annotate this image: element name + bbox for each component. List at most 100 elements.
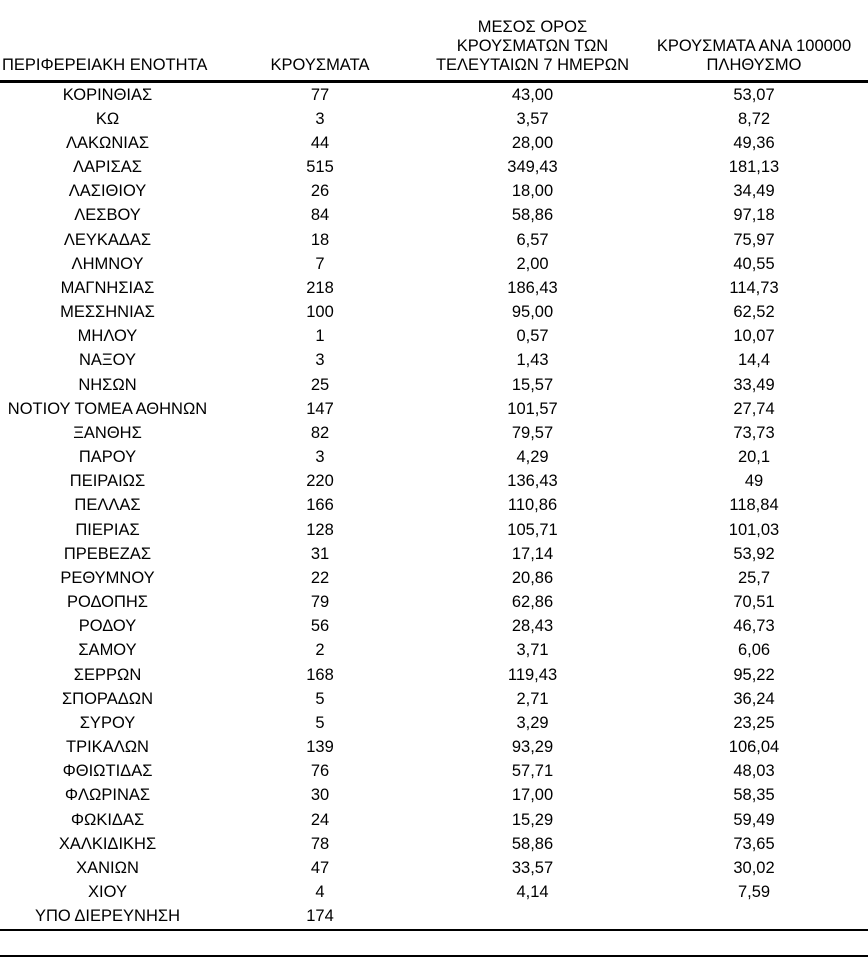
cell-region: ΠΕΙΡΑΙΩΣ	[69, 472, 146, 491]
cell-avg7days: 2,71	[516, 689, 549, 708]
cell-per100k: 10,07	[733, 327, 775, 346]
cell-per100k: 6,06	[737, 641, 771, 660]
cell-cases: 168	[306, 665, 334, 684]
cell-avg7days: 95,00	[511, 303, 554, 322]
cell-avg7days: 28,43	[511, 617, 554, 636]
cell-cases: 18	[310, 230, 330, 249]
cell-cases: 2	[315, 641, 325, 660]
cell-region: ΦΩΚΙΔΑΣ	[70, 810, 145, 829]
cell-cases: 77	[310, 85, 330, 104]
header-row: ΠΕΡΙΦΕΡΕΙΑΚΗ ΕΝΟΤΗΤΑ ΚΡΟΥΣΜΑΤΑ ΜΕΣΟΣ ΟΡΟ…	[0, 0, 868, 83]
table-row: ΣΠΟΡΑΔΩΝ 5 2,71 36,24	[0, 687, 868, 711]
table-row: ΦΘΙΩΤΙΔΑΣ 76 57,71 48,03	[0, 759, 868, 783]
cell-region: ΡΟΔΟΥ	[78, 617, 137, 636]
cell-per100k: 106,04	[728, 738, 780, 757]
cell-region: ΝΟΤΙΟΥ ΤΟΜΕΑ ΑΘΗΝΩΝ	[7, 399, 208, 418]
cell-per100k: 62,52	[733, 303, 775, 322]
cell-avg7days: 20,86	[511, 568, 554, 587]
cell-region: ΤΡΙΚΑΛΩΝ	[66, 738, 149, 757]
cell-cases: 166	[306, 496, 334, 515]
cell-per100k: 58,35	[733, 786, 775, 805]
cell-per100k: 73,73	[733, 423, 775, 442]
cell-region: ΠΙΕΡΙΑΣ	[75, 520, 140, 539]
cell-region: ΠΡΕΒΕΖΑΣ	[63, 544, 152, 563]
cell-per100k: 101,03	[728, 520, 780, 539]
cell-cases: 76	[310, 762, 330, 781]
table-row: ΦΩΚΙΔΑΣ 24 15,29 59,49	[0, 808, 868, 832]
table-row: ΝΟΤΙΟΥ ΤΟΜΕΑ ΑΘΗΝΩΝ 147 101,57 27,74	[0, 397, 868, 421]
table-row: ΚΩ 3 3,57 8,72	[0, 107, 868, 131]
cell-avg7days: 57,71	[511, 762, 554, 781]
table-row: ΤΡΙΚΑΛΩΝ 139 93,29 106,04	[0, 735, 868, 759]
cell-region: ΠΕΛΛΑΣ	[74, 496, 141, 515]
cell-cases: 25	[310, 375, 330, 394]
table-row: ΡΟΔΟΥ 56 28,43 46,73	[0, 614, 868, 638]
cell-avg7days: 6,57	[516, 230, 549, 249]
table-row: ΡΕΘΥΜΝΟΥ 22 20,86 25,7	[0, 566, 868, 590]
cell-cases: 4	[315, 883, 325, 902]
cell-avg7days: 186,43	[507, 278, 558, 297]
cell-region: ΛΑΡΙΣΑΣ	[72, 158, 143, 177]
cell-per100k: 49,36	[733, 133, 775, 152]
cell-avg7days: 101,57	[507, 399, 558, 418]
cell-avg7days: 15,57	[511, 375, 554, 394]
cell-per100k: 181,13	[728, 158, 780, 177]
cell-avg7days: 349,43	[507, 158, 558, 177]
table-row: ΝΑΞΟΥ 3 1,43 14,4	[0, 348, 868, 372]
cell-cases: 3	[315, 448, 325, 467]
cell-per100k: 49	[744, 472, 764, 491]
table-row: ΠΕΛΛΑΣ 166 110,86 118,84	[0, 493, 868, 517]
cell-avg7days: 58,86	[511, 206, 554, 225]
cell-region: ΝΗΣΩΝ	[78, 375, 137, 394]
table-row: ΠΕΙΡΑΙΩΣ 220 136,43 49	[0, 469, 868, 493]
cell-cases: 174	[306, 907, 334, 926]
table-row: ΣΥΡΟΥ 5 3,29 23,25	[0, 711, 868, 735]
cell-cases: 84	[310, 206, 330, 225]
cell-region: ΡΟΔΟΠΗΣ	[66, 593, 149, 612]
table-row: ΣΕΡΡΩΝ 168 119,43 95,22	[0, 663, 868, 687]
cell-cases: 7	[315, 254, 325, 273]
cell-region: ΥΠΟ ΔΙΕΡΕΥΝΗΣΗ	[34, 907, 180, 926]
table-body: ΚΟΡΙΝΘΙΑΣ 77 43,00 53,07 ΚΩ 3 3,57 8,72 ΛΑΚΩΝΙΑΣ…	[0, 81, 868, 930]
cell-per100k: 59,49	[733, 810, 775, 829]
cell-avg7days: 79,57	[511, 423, 554, 442]
cell-per100k: 33,49	[733, 375, 775, 394]
cell-region: ΧΑΝΙΩΝ	[76, 859, 139, 877]
cell-per100k: 7,59	[737, 883, 771, 902]
table-row: ΜΕΣΣΗΝΙΑΣ 100 95,00 62,52	[0, 300, 868, 324]
cell-avg7days: 17,00	[511, 786, 554, 805]
cell-avg7days: 4,14	[516, 883, 549, 902]
cell-cases: 26	[310, 182, 330, 201]
table-row: ΥΠΟ ΔΙΕΡΕΥΝΗΣΗ 174	[0, 904, 868, 929]
table-row: ΧΑΛΚΙΔΙΚΗΣ 78 58,86 73,65	[0, 832, 868, 856]
cell-cases: 515	[306, 158, 334, 177]
table-row: ΜΗΛΟΥ 1 0,57 10,07	[0, 324, 868, 348]
cell-avg7days: 58,86	[511, 834, 554, 853]
cell-cases: 147	[306, 399, 334, 418]
cell-avg7days: 33,57	[511, 859, 554, 877]
table-row: ΧΑΝΙΩΝ 47 33,57 30,02	[0, 856, 868, 880]
cell-region: ΦΘΙΩΤΙΔΑΣ	[62, 762, 153, 781]
cell-region: ΛΗΜΝΟΥ	[71, 254, 144, 273]
cell-region: ΧΙΟΥ	[88, 883, 127, 902]
table-row: ΣΑΜΟΥ 2 3,71 6,06	[0, 638, 868, 662]
cell-per100k: 30,02	[733, 859, 775, 877]
cell-region: ΡΕΘΥΜΝΟΥ	[60, 568, 155, 587]
cell-region: ΜΑΓΝΗΣΙΑΣ	[60, 278, 155, 297]
cell-region: ΞΑΝΘΗΣ	[73, 423, 142, 442]
cell-avg7days: 136,43	[507, 472, 558, 491]
table-row: ΧΙΟΥ 4 4,14 7,59	[0, 880, 868, 904]
cell-cases: 47	[310, 859, 330, 877]
cell-cases: 5	[315, 689, 325, 708]
table-row: ΞΑΝΘΗΣ 82 79,57 73,73	[0, 421, 868, 445]
table-row: ΦΛΩΡΙΝΑΣ 30 17,00 58,35	[0, 783, 868, 807]
cell-per100k: 70,51	[733, 593, 775, 612]
cell-region: ΜΕΣΣΗΝΙΑΣ	[60, 303, 155, 322]
cell-per100k: 53,07	[733, 85, 775, 104]
cell-region: ΝΑΞΟΥ	[79, 351, 136, 370]
cell-cases: 218	[306, 278, 334, 297]
cases-by-region-table: ΠΕΡΙΦΕΡΕΙΑΚΗ ΕΝΟΤΗΤΑ ΚΡΟΥΣΜΑΤΑ ΜΕΣΟΣ ΟΡΟ…	[0, 0, 868, 931]
cell-cases: 31	[310, 544, 330, 563]
table-row: ΛΗΜΝΟΥ 7 2,00 40,55	[0, 252, 868, 276]
